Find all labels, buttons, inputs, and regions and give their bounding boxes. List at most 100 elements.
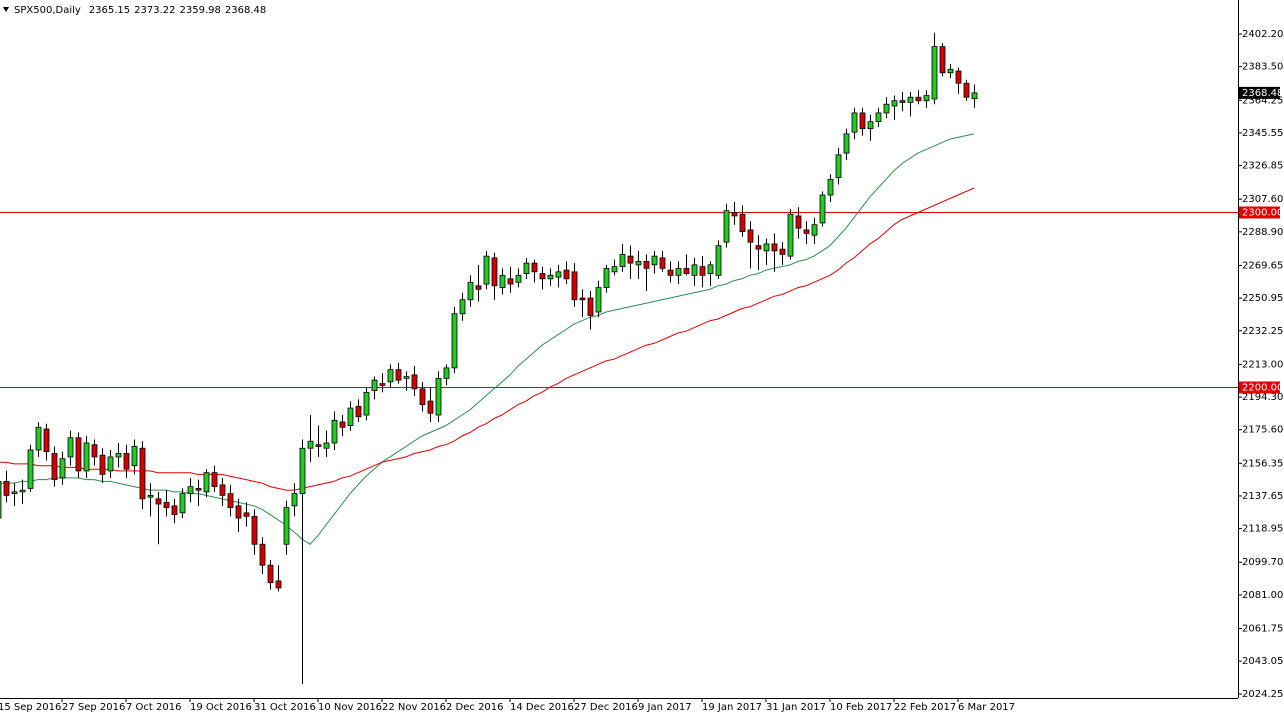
candle-body	[835, 154, 842, 178]
y-tick-label: 2269.65	[1242, 260, 1283, 271]
x-tick-label: 31 Oct 2016	[254, 702, 316, 713]
current-price-box	[1239, 86, 1280, 99]
x-tick-label: 22 Feb 2017	[894, 702, 956, 713]
candle-body	[211, 472, 218, 488]
candle-body	[171, 505, 178, 515]
candle-body	[803, 229, 810, 234]
candle-body	[715, 245, 722, 276]
x-tick-label: 31 Jan 2017	[766, 702, 826, 713]
candle-body	[331, 419, 338, 444]
candle-body	[539, 273, 546, 280]
candle-body	[723, 210, 730, 243]
candle-body	[515, 274, 522, 283]
candle-body	[843, 133, 850, 154]
candle-body	[531, 262, 538, 273]
candle-body	[307, 440, 314, 449]
candle-body	[139, 447, 146, 500]
x-tick-label: 14 Dec 2016	[510, 702, 574, 713]
header-close: 2368.48	[225, 5, 266, 16]
candle-body	[907, 96, 914, 103]
candle-body	[403, 376, 410, 379]
candle-body	[11, 491, 18, 495]
x-tick-label: 9 Jan 2017	[638, 702, 692, 713]
y-tick-label: 2024.25	[1242, 689, 1283, 700]
candle-body	[371, 379, 378, 391]
y-tick-label: 2364.25	[1242, 95, 1283, 106]
candle-body	[395, 369, 402, 381]
candle-body	[163, 501, 170, 508]
candle-body	[667, 269, 674, 276]
moving-average	[0, 187, 975, 491]
candle-body	[691, 264, 698, 276]
y-tick-label: 2137.65	[1242, 491, 1283, 502]
candle-body	[299, 447, 306, 495]
candle-body	[883, 103, 890, 114]
header-icon	[3, 7, 9, 12]
candle-body	[283, 507, 290, 545]
candle-body	[99, 454, 106, 475]
x-tick-label: 10 Nov 2016	[318, 702, 382, 713]
candle-body	[619, 253, 626, 268]
chart-title: SPX500,Daily	[14, 5, 81, 16]
candle-body	[195, 487, 202, 491]
x-tick-label: 27 Dec 2016	[574, 702, 638, 713]
candle-body	[915, 96, 922, 102]
candle-body	[587, 297, 594, 316]
candle-body	[819, 194, 826, 224]
y-tick-label: 2402.20	[1242, 29, 1283, 40]
candle-body	[851, 112, 858, 133]
candle-body	[451, 313, 458, 369]
y-tick-label: 2213.00	[1242, 359, 1283, 370]
candle-body	[59, 458, 66, 479]
y-tick-label: 2383.50	[1242, 62, 1283, 73]
candle-body	[379, 383, 386, 386]
candle-body	[435, 377, 442, 416]
candle-body	[259, 543, 266, 566]
candle-body	[683, 267, 690, 274]
y-tick-label: 2081.00	[1242, 590, 1283, 601]
candle-body	[747, 229, 754, 243]
h-line-label: 2200.00	[1242, 383, 1283, 394]
candle-body	[355, 405, 362, 418]
y-tick-label: 2061.75	[1242, 624, 1283, 635]
candle-body	[811, 224, 818, 236]
y-tick-label: 2288.90	[1242, 227, 1283, 238]
y-tick-label: 2232.25	[1242, 326, 1283, 337]
candle-body	[627, 255, 634, 264]
candle-body	[363, 391, 370, 416]
candle-body	[755, 245, 762, 250]
x-tick-label: 27 Sep 2016	[62, 702, 125, 713]
candle-body	[219, 484, 226, 496]
candle-body	[595, 287, 602, 313]
candle-body	[955, 70, 962, 84]
candle-body	[419, 388, 426, 405]
x-tick-label: 15 Sep 2016	[0, 702, 61, 713]
candle-body	[3, 480, 10, 496]
candle-body	[179, 493, 186, 514]
candle-body	[971, 92, 978, 100]
candle-body	[651, 255, 658, 266]
candle-body	[67, 437, 74, 458]
header-low: 2359.98	[180, 5, 221, 16]
candle-body	[147, 494, 154, 498]
candle-body	[43, 428, 50, 453]
candle-body	[75, 437, 82, 472]
y-tick-label: 2118.95	[1242, 524, 1283, 535]
candle-body	[867, 121, 874, 130]
candle-body	[699, 266, 706, 276]
current-price-label: 2368.48	[1242, 88, 1283, 99]
x-tick-label: 22 Nov 2016	[382, 702, 446, 713]
candle-body	[427, 400, 434, 414]
candle-body	[563, 269, 570, 280]
y-tick-label: 2345.55	[1242, 128, 1283, 139]
candle-body	[779, 248, 786, 255]
candle-body	[339, 421, 346, 428]
candle-body	[267, 564, 274, 584]
candle-body	[347, 407, 354, 426]
candle-body	[947, 68, 954, 74]
x-tick-label: 10 Feb 2017	[830, 702, 892, 713]
candle-body	[891, 100, 898, 107]
candle-body	[675, 267, 682, 276]
candle-body	[251, 515, 258, 545]
